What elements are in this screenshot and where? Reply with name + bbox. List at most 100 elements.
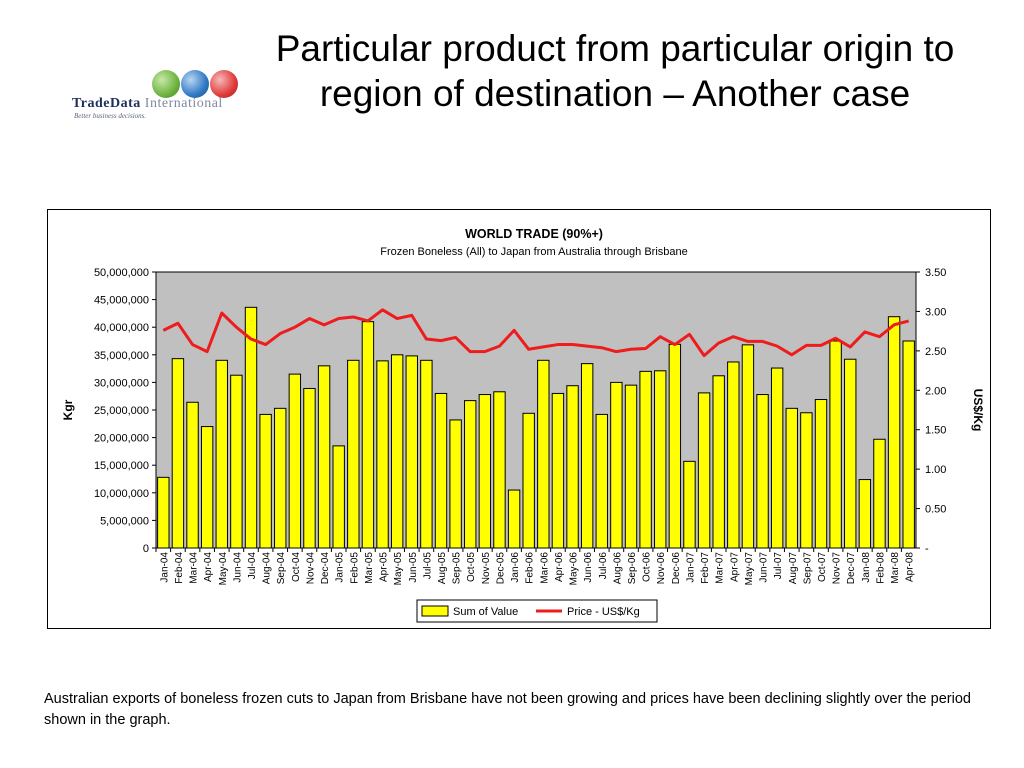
- bar: [902, 340, 915, 549]
- x-tick-label: Jan-04: [159, 552, 170, 583]
- bar: [464, 400, 477, 549]
- bar: [317, 365, 331, 549]
- x-tick-label: Aug-06: [612, 552, 623, 585]
- x-tick-label: Oct-07: [817, 552, 828, 582]
- x-tick-label: Sep-04: [276, 552, 287, 585]
- bar: [215, 359, 228, 549]
- combo-chart: WORLD TRADE (90%+) Frozen Boneless (All)…: [61, 227, 985, 623]
- y-tick-label: 20,000,000: [94, 433, 149, 445]
- logo-name-part2: International: [140, 96, 223, 111]
- bar: [712, 375, 725, 549]
- bar: [420, 359, 433, 549]
- x-tick-label: Jun-07: [759, 552, 770, 583]
- x-tick-label: Aug-07: [788, 552, 799, 585]
- x-tick-label: Nov-04: [305, 552, 316, 585]
- bar: [522, 412, 535, 549]
- y-tick-label: 30,000,000: [94, 377, 149, 389]
- x-tick-label: Nov-05: [481, 552, 492, 585]
- x-tick-label: Aug-04: [262, 552, 273, 585]
- bar: [770, 367, 784, 549]
- chart-subtitle: Frozen Boneless (All) to Japan from Aust…: [380, 246, 688, 258]
- x-tick-label: Jul-07: [773, 552, 784, 580]
- bar: [332, 445, 345, 549]
- bar: [230, 374, 243, 549]
- bar: [274, 407, 287, 549]
- bar: [756, 394, 769, 549]
- y2-tick-label: -: [925, 543, 929, 555]
- bar: [478, 394, 492, 549]
- bar: [157, 476, 170, 549]
- logo-wordmark: TradeData International: [72, 96, 223, 112]
- bar: [858, 479, 872, 549]
- x-tick-label: Apr-08: [905, 552, 916, 582]
- chart-frame: WORLD TRADE (90%+) Frozen Boneless (All)…: [47, 209, 991, 629]
- x-tick-label: May-04: [218, 552, 229, 586]
- x-tick-label: Nov-06: [656, 552, 667, 585]
- logo-name-part1: TradeData: [72, 96, 141, 111]
- slide-title: Particular product from particular origi…: [275, 28, 955, 114]
- bar: [800, 412, 813, 549]
- bar: [566, 385, 579, 549]
- bar: [507, 489, 521, 549]
- x-tick-label: Jul-05: [422, 552, 433, 580]
- y2-tick-label: 1.50: [925, 425, 946, 437]
- legend-bar-swatch: [421, 605, 449, 617]
- y2-tick-label: 1.00: [925, 464, 946, 476]
- bar: [244, 306, 258, 549]
- x-tick-label: Mar-04: [189, 552, 200, 584]
- x-tick-label: Mar-06: [539, 552, 550, 584]
- x-tick-label: Oct-06: [642, 552, 653, 582]
- bar: [200, 426, 214, 549]
- x-tick-label: Mar-05: [364, 552, 375, 584]
- bar: [347, 359, 360, 549]
- x-tick-label: Jan-06: [510, 552, 521, 583]
- x-tick-label: Feb-06: [525, 552, 536, 584]
- x-tick-label: Dec-05: [495, 552, 506, 585]
- chart-title: WORLD TRADE (90%+): [465, 227, 603, 241]
- x-tick-label: Sep-05: [452, 552, 463, 585]
- x-tick-label: Jun-04: [232, 552, 243, 583]
- bar: [288, 373, 302, 549]
- x-tick-label: Sep-06: [627, 552, 638, 585]
- bar: [844, 358, 857, 549]
- x-tick-label: Apr-06: [554, 552, 565, 582]
- y-tick-label: 50,000,000: [94, 267, 149, 279]
- secondary-y-axis: - 0.50 1.00 1.50 2.00 2.50 3.00 3.50: [916, 267, 946, 555]
- x-tick-label: Jun-05: [408, 552, 419, 583]
- x-tick-label: Jul-06: [598, 552, 609, 580]
- x-tick-label: May-07: [744, 552, 755, 586]
- bar: [259, 413, 272, 549]
- x-tick-label: Jan-08: [861, 552, 872, 583]
- y-tick-label: 0: [143, 543, 149, 555]
- x-tick-label: Feb-04: [174, 552, 185, 584]
- x-tick-label: Apr-04: [203, 552, 214, 582]
- company-logo: TradeData International Better business …: [72, 70, 247, 122]
- x-tick-label: Oct-05: [466, 552, 477, 582]
- x-tick-label: Feb-08: [875, 552, 886, 584]
- x-tick-label: Feb-05: [349, 552, 360, 584]
- globe-icon-blue: [181, 70, 209, 98]
- bar: [610, 381, 623, 549]
- x-tick-label: Jul-04: [247, 552, 258, 580]
- bar: [390, 354, 404, 549]
- line-series: [162, 308, 910, 358]
- x-axis: Jan-04 Feb-04 Mar-04 Apr-04 May-04 Jun-04 Jul-…: [155, 548, 916, 586]
- legend-line-label: Price - US$/Kg: [567, 606, 640, 618]
- bar: [814, 399, 828, 549]
- bar: [376, 360, 389, 549]
- x-tick-label: May-06: [569, 552, 580, 586]
- x-tick-label: Jan-05: [335, 552, 346, 583]
- bar: [493, 391, 506, 549]
- x-tick-label: Jan-07: [685, 552, 696, 583]
- x-tick-label: Dec-04: [320, 552, 331, 585]
- bar: [697, 392, 711, 549]
- y-axis-label: Kgr: [61, 399, 75, 420]
- bar: [405, 355, 418, 549]
- y-tick-label: 10,000,000: [94, 488, 149, 500]
- slide-caption: Australian exports of boneless frozen cu…: [44, 691, 971, 728]
- y2-axis-label: US$/Kg: [971, 389, 985, 432]
- y-tick-label: 40,000,000: [94, 322, 149, 334]
- y2-tick-label: 0.50: [925, 504, 946, 516]
- y2-tick-label: 2.50: [925, 346, 946, 358]
- bar: [683, 460, 696, 549]
